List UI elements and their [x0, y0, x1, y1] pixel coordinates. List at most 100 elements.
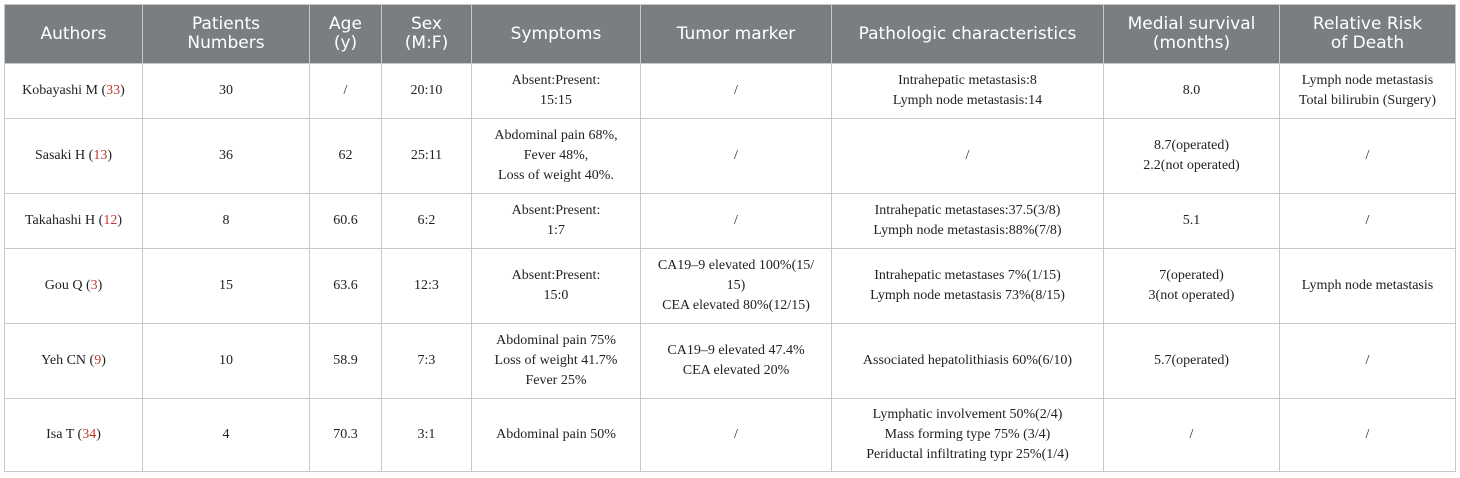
tumor-marker-cell-line: / — [734, 83, 738, 98]
survival-cell: 7(operated) 3(not operated) — [1103, 248, 1280, 324]
table-row: Sasaki H (13) 36 62 25:11 Abdominal pain 68%… — [4, 118, 1456, 194]
symptoms-cell-line: Abdominal pain 50% — [496, 427, 616, 442]
column-header-line: Numbers — [187, 33, 265, 53]
reference-link[interactable]: 13 — [93, 148, 108, 163]
sex-cell: 3:1 — [381, 398, 472, 472]
header-row: Authors Patients Numbers Age (y) Sex (M:F) Symp… — [4, 4, 1456, 64]
tumor-marker-cell-line: CA19–9 elevated 47.4% — [667, 343, 805, 358]
column-header-line: Medial survival — [1127, 14, 1256, 34]
tumor-marker-cell-line: / — [734, 148, 738, 163]
column-header-line: Patients — [191, 14, 261, 34]
symptoms-cell: Abdominal pain 50% — [471, 398, 641, 472]
symptoms-cell-line: Abdominal pain 68%, — [494, 128, 618, 143]
tumor-marker-cell: CA19–9 elevated 47.4% CEA elevated 20% — [640, 323, 832, 399]
risk-cell-line: / — [1365, 427, 1370, 442]
risk-cell: Lymph node metastasis Total bilirubin (Su… — [1279, 63, 1456, 119]
age-cell: 63.6 — [309, 248, 382, 324]
pathologic-cell: / — [831, 118, 1104, 194]
risk-cell-line: / — [1365, 353, 1370, 368]
column-header-line: Pathologic characteristics — [858, 23, 1077, 44]
column-header: Age (y) — [309, 4, 382, 64]
table-row: Isa T (34) 4 70.3 3:1 Abdominal pain 50% / Lym… — [4, 398, 1456, 472]
reference-link[interactable]: 3 — [90, 278, 98, 293]
tumor-marker-cell-line: 15) — [726, 278, 746, 293]
risk-cell-line: / — [1365, 148, 1370, 163]
tumor-marker-cell: / — [640, 63, 832, 119]
symptoms-cell: Absent:Present: 1:7 — [471, 193, 641, 249]
risk-cell-line: Lymph node metastasis — [1301, 278, 1434, 293]
pathologic-cell: Intrahepatic metastasis:8 Lymph node meta… — [831, 63, 1104, 119]
age-cell: / — [309, 63, 382, 119]
survival-cell: 8.0 — [1103, 63, 1280, 119]
risk-cell: / — [1279, 323, 1456, 399]
sex-cell: 20:10 — [381, 63, 472, 119]
pathologic-cell-line: Intrahepatic metastasis:8 — [898, 73, 1037, 88]
tumor-marker-cell-line: CEA elevated 20% — [682, 363, 790, 378]
symptoms-cell-line: 1:7 — [547, 223, 565, 238]
symptoms-cell: Absent:Present: 15:0 — [471, 248, 641, 324]
patients-cell: 8 — [142, 193, 310, 249]
pathologic-cell-line: Intrahepatic metastases 7%(1/15) — [874, 268, 1061, 283]
tumor-marker-cell: / — [640, 398, 832, 472]
table-body: Kobayashi M (33) 30/20:10 Absent:Present: 1… — [4, 63, 1456, 472]
author-cell: Yeh CN (9) — [4, 323, 143, 399]
column-header-line: Symptoms — [510, 23, 602, 44]
survival-cell-line: 5.7(operated) — [1153, 353, 1230, 368]
table-row: Gou Q (3) 15 63.6 12:3 Absent:Present: 15:0 CA… — [4, 248, 1456, 324]
column-header-line: Tumor marker — [676, 23, 796, 44]
risk-cell: / — [1279, 398, 1456, 472]
sex-cell: 7:3 — [381, 323, 472, 399]
tumor-marker-cell-line: / — [734, 213, 738, 228]
table-row: Takahashi H (12) 8 60.6 6:2 Absent:Present: 1… — [4, 193, 1456, 249]
sex-cell: 12:3 — [381, 248, 472, 324]
pathologic-cell-line: Mass forming type 75% (3/4) — [884, 427, 1051, 442]
age-cell: 62 — [309, 118, 382, 194]
risk-cell: / — [1279, 193, 1456, 249]
pathologic-cell-line: Lymphatic involvement 50%(2/4) — [872, 407, 1063, 422]
author-name: Sasaki H — [34, 148, 86, 163]
pathologic-cell: Intrahepatic metastases:37.5(3/8) Lymph n… — [831, 193, 1104, 249]
author-name: Isa T — [46, 427, 75, 442]
survival-cell: / — [1103, 398, 1280, 472]
author-cell: Takahashi H (12) — [4, 193, 143, 249]
column-header: Patients Numbers — [142, 4, 310, 64]
column-header: Pathologic characteristics — [831, 4, 1104, 64]
pathologic-cell-line: Lymph node metastasis:14 — [892, 93, 1043, 108]
column-header-line: Relative Risk — [1312, 14, 1423, 34]
survival-cell-line: 5.1 — [1182, 213, 1201, 228]
risk-cell-line: / — [1365, 213, 1370, 228]
author-cell: Kobayashi M (33) — [4, 63, 143, 119]
author-name: Kobayashi M — [22, 83, 98, 98]
tumor-marker-cell-line: CA19–9 elevated 100%(15/ — [657, 258, 815, 273]
column-header-line: (months) — [1152, 33, 1231, 53]
table-container: Authors Patients Numbers Age (y) Sex (M:F) Symp… — [4, 4, 1456, 472]
symptoms-cell-line: 15:0 — [543, 288, 569, 303]
column-header: Authors — [4, 4, 143, 64]
column-header-line: Authors — [40, 23, 107, 44]
symptoms-cell: Absent:Present: 15:15 — [471, 63, 641, 119]
column-header-line: Sex — [410, 14, 442, 34]
pathologic-cell: Lymphatic involvement 50%(2/4) Mass formi… — [831, 398, 1104, 472]
tumor-marker-cell: / — [640, 118, 832, 194]
column-header-line: Age — [329, 14, 362, 34]
risk-cell-line: Lymph node metastasis — [1301, 73, 1434, 88]
risk-cell-line: Total bilirubin (Surgery) — [1298, 93, 1437, 108]
symptoms-cell-line: Loss of weight 41.7% — [494, 353, 618, 368]
reference-link[interactable]: 9 — [94, 353, 102, 368]
patients-cell: 10 — [142, 323, 310, 399]
pathologic-cell-line: Intrahepatic metastases:37.5(3/8) — [874, 203, 1061, 218]
pathologic-cell: Intrahepatic metastases 7%(1/15) Lymph no… — [831, 248, 1104, 324]
patients-cell: 36 — [142, 118, 310, 194]
table-header: Authors Patients Numbers Age (y) Sex (M:F) Symp… — [4, 4, 1456, 64]
symptoms-cell-line: 15:15 — [540, 93, 572, 108]
survival-cell-line: 2.2(not operated) — [1143, 158, 1240, 173]
reference-link[interactable]: 33 — [106, 83, 121, 98]
column-header-line: (M:F) — [404, 33, 449, 53]
reference-link[interactable]: 34 — [82, 427, 97, 442]
reference-link[interactable]: 12 — [103, 213, 118, 228]
symptoms-cell-line: Absent:Present: — [511, 268, 601, 283]
symptoms-cell-line: Fever 48%, — [523, 148, 589, 163]
survival-cell-line: 3(not operated) — [1148, 288, 1235, 303]
column-header: Relative Risk of Death — [1279, 4, 1456, 64]
symptoms-cell: Abdominal pain 75% Loss of weight 41.7% Fe… — [471, 323, 641, 399]
